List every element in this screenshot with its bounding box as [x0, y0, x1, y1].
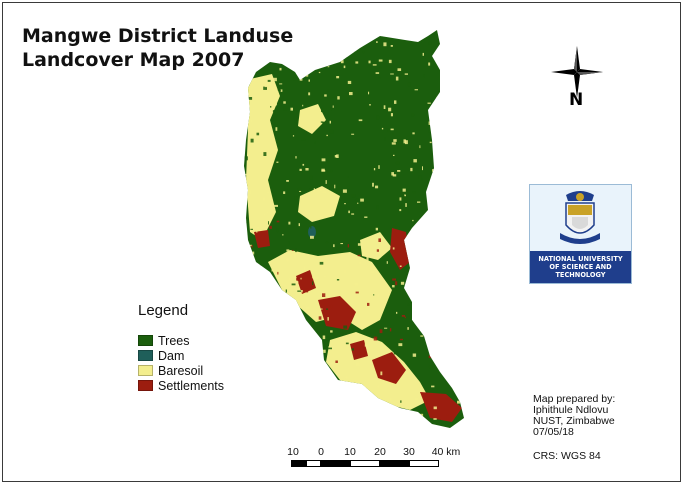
settlements-area-midsouth	[350, 340, 368, 360]
crs-label: CRS: WGS 84	[533, 450, 601, 462]
scale-label: 0	[318, 446, 324, 458]
settlements-area-southtip	[420, 392, 462, 422]
scale-segment	[291, 460, 306, 467]
legend-title: Legend	[138, 302, 189, 319]
scale-segment	[321, 460, 350, 467]
dam-area	[308, 226, 316, 238]
baresoil-area-north	[298, 104, 326, 134]
scale-label: 20	[374, 446, 386, 458]
scale-label: 30	[403, 446, 415, 458]
title-line-2: Landcover Map 2007	[22, 49, 245, 71]
logo-line-2: OF SCIENCE AND	[549, 263, 612, 271]
university-logo: NATIONAL UNIVERSITY OF SCIENCE AND TECHN…	[529, 184, 632, 284]
legend-label: Baresoil	[158, 363, 204, 378]
scale-label: 10	[287, 446, 299, 458]
legend-label: Trees	[158, 333, 190, 348]
scale-segment	[380, 460, 409, 467]
legend-item-dam: Dam	[138, 348, 224, 363]
settlements-area-west	[296, 270, 316, 294]
legend-item-trees: Trees	[138, 333, 224, 348]
map-credits: Map prepared by: Iphithule Ndlovu NUST, …	[533, 394, 615, 462]
legend: Legend Trees Dam Baresoil Settlements	[138, 302, 224, 393]
scale-segment	[409, 460, 439, 467]
scale-bar: 10 0 10 20 30 40 km	[287, 446, 468, 474]
scale-label: 40 km	[431, 446, 461, 458]
north-arrow-icon	[551, 46, 603, 98]
logo-line-3: TECHNOLOGY	[555, 271, 606, 279]
baresoil-area-mid	[298, 186, 340, 222]
legend-swatch-baresoil	[138, 365, 153, 376]
legend-label: Settlements	[158, 378, 225, 393]
legend-label: Dam	[158, 348, 185, 363]
settlements-area-central	[318, 296, 356, 330]
scale-segment	[306, 460, 321, 467]
legend-item-baresoil: Baresoil	[138, 363, 224, 378]
credits-line-1: Map prepared by:	[533, 393, 616, 405]
settlements-area-midwest	[254, 230, 270, 248]
logo-line-1: NATIONAL UNIVERSITY	[538, 255, 623, 263]
logo-text: NATIONAL UNIVERSITY OF SCIENCE AND TECHN…	[530, 251, 631, 283]
north-label: N	[569, 90, 584, 110]
legend-swatch-trees	[138, 335, 153, 346]
settlements-area-east	[390, 228, 410, 270]
map-title: Mangwe District Landuse Landcover Map 20…	[22, 24, 293, 72]
credits-institution: NUST, Zimbabwe	[533, 415, 615, 427]
legend-swatch-dam	[138, 350, 153, 361]
landcover-raster	[244, 30, 464, 428]
baresoil-area-east	[360, 232, 392, 260]
baresoil-area-west	[246, 74, 280, 240]
title-line-1: Mangwe District Landuse	[22, 25, 294, 47]
legend-swatch-settlements	[138, 380, 153, 391]
scale-segment	[350, 460, 380, 467]
legend-item-settlements: Settlements	[138, 378, 224, 393]
baresoil-area-center	[268, 250, 392, 330]
scale-label: 10	[344, 446, 356, 458]
credits-author: Iphithule Ndlovu	[533, 404, 609, 416]
settlements-area-south	[372, 352, 406, 384]
university-crest-icon	[560, 191, 600, 244]
credits-date: 07/05/18	[533, 426, 574, 438]
